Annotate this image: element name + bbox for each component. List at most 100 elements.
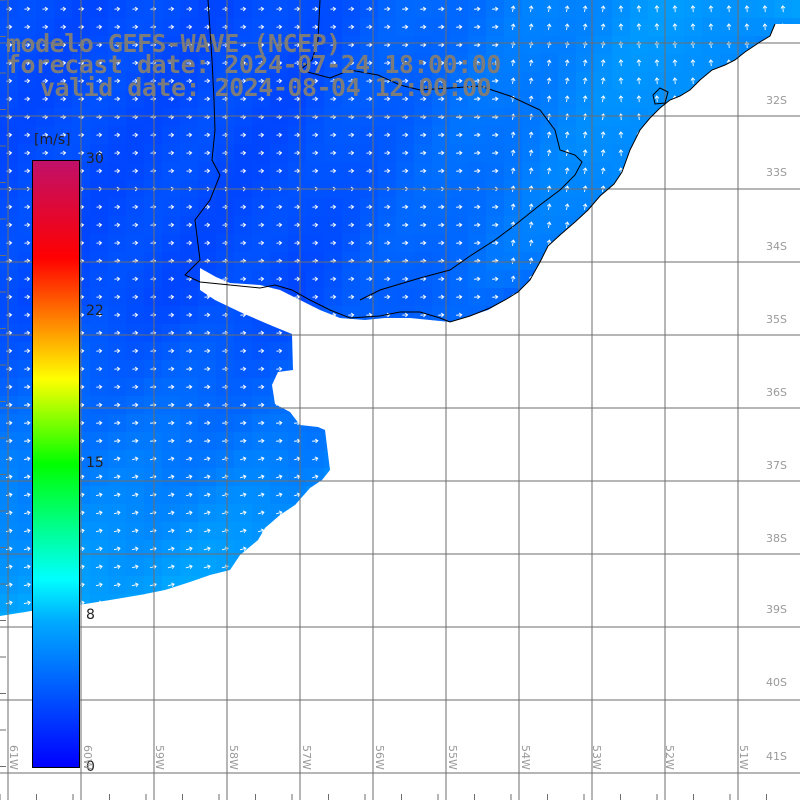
speed-cell bbox=[666, 576, 685, 595]
speed-cell bbox=[720, 720, 739, 739]
speed-cell bbox=[594, 594, 613, 613]
wind-arrow bbox=[437, 564, 446, 569]
wind-arrow bbox=[689, 510, 698, 515]
wind-arrow bbox=[455, 726, 463, 732]
wind-arrow bbox=[688, 654, 698, 661]
speed-cell bbox=[666, 486, 685, 505]
speed-cell bbox=[756, 432, 775, 451]
speed-cell bbox=[648, 612, 667, 616]
wind-arrow bbox=[383, 618, 391, 624]
speed-cell bbox=[396, 360, 415, 379]
speed-cell bbox=[432, 378, 451, 397]
wind-arrow bbox=[672, 113, 678, 121]
speed-cell bbox=[378, 594, 397, 613]
speed-cell bbox=[702, 648, 721, 667]
speed-cell bbox=[702, 360, 721, 379]
lat-label: 35S bbox=[766, 313, 787, 326]
speed-cell bbox=[612, 792, 631, 800]
wind-arrow bbox=[634, 582, 644, 587]
speed-cell bbox=[234, 702, 253, 721]
speed-cell bbox=[720, 108, 739, 127]
wind-arrow bbox=[636, 203, 642, 211]
wind-arrow bbox=[690, 293, 696, 301]
wind-arrow bbox=[419, 744, 427, 750]
wind-arrow bbox=[600, 275, 606, 283]
wind-arrow bbox=[636, 239, 642, 247]
wind-arrow bbox=[707, 312, 715, 318]
speed-cell bbox=[774, 702, 793, 721]
speed-cell bbox=[324, 504, 343, 523]
speed-cell bbox=[378, 720, 397, 739]
wind-arrow bbox=[599, 492, 608, 497]
wind-arrow bbox=[275, 528, 283, 534]
speed-cell bbox=[360, 522, 379, 541]
wind-arrow bbox=[706, 761, 717, 768]
speed-cell bbox=[720, 432, 739, 451]
wind-arrow bbox=[653, 312, 661, 318]
wind-arrow bbox=[167, 690, 174, 696]
wind-arrow bbox=[707, 474, 716, 479]
speed-cell bbox=[486, 504, 505, 523]
wind-arrow bbox=[724, 510, 734, 515]
wind-arrow bbox=[491, 438, 499, 444]
speed-cell bbox=[684, 648, 703, 667]
speed-cell bbox=[234, 594, 253, 613]
speed-cell bbox=[702, 702, 721, 721]
wind-arrow bbox=[689, 402, 698, 408]
wind-arrow bbox=[672, 149, 678, 157]
wind-arrow bbox=[618, 348, 625, 354]
speed-cell bbox=[756, 702, 775, 721]
speed-cell bbox=[702, 774, 721, 793]
wind-arrow bbox=[617, 492, 626, 497]
speed-cell bbox=[666, 306, 685, 325]
wind-arrow bbox=[688, 761, 699, 768]
wind-arrow bbox=[455, 546, 464, 551]
wind-arrow bbox=[365, 510, 373, 515]
wind-arrow bbox=[544, 780, 553, 786]
wind-arrow bbox=[779, 438, 788, 444]
speed-cell bbox=[486, 558, 505, 577]
speed-cell bbox=[684, 522, 703, 541]
wind-arrow bbox=[365, 654, 373, 660]
wind-arrow bbox=[366, 402, 373, 408]
speed-cell bbox=[252, 306, 271, 325]
speed-cell bbox=[738, 234, 757, 253]
speed-cell bbox=[720, 738, 739, 757]
speed-cell bbox=[162, 792, 181, 800]
speed-cell bbox=[36, 774, 55, 793]
speed-cell bbox=[504, 792, 523, 800]
wind-arrow bbox=[239, 726, 247, 732]
speed-cell bbox=[684, 216, 703, 235]
speed-cell bbox=[396, 594, 415, 613]
wind-arrow bbox=[167, 762, 175, 768]
wind-arrow bbox=[95, 636, 102, 641]
wind-arrow bbox=[581, 492, 590, 497]
wind-arrow bbox=[688, 690, 698, 697]
speed-cell bbox=[558, 774, 577, 793]
speed-cell bbox=[360, 612, 379, 616]
speed-cell bbox=[126, 774, 145, 793]
speed-cell bbox=[702, 126, 721, 145]
speed-cell bbox=[414, 792, 433, 800]
speed-cell bbox=[234, 612, 253, 616]
speed-cell bbox=[648, 432, 667, 451]
speed-cell bbox=[702, 198, 721, 217]
wind-arrow bbox=[473, 546, 482, 551]
wind-arrow bbox=[239, 780, 247, 786]
colorbar-unit: [m/s] bbox=[34, 132, 71, 148]
wind-arrow bbox=[401, 528, 409, 533]
wind-arrow bbox=[113, 618, 120, 623]
wind-arrow bbox=[401, 402, 409, 408]
wind-arrow bbox=[670, 672, 680, 679]
wind-arrow bbox=[401, 690, 409, 696]
wind-arrow bbox=[546, 257, 552, 264]
wind-arrow bbox=[544, 762, 553, 768]
speed-cell bbox=[702, 252, 721, 271]
speed-cell bbox=[540, 702, 559, 721]
speed-cell bbox=[558, 234, 577, 253]
wind-arrow bbox=[149, 708, 157, 714]
speed-cell bbox=[666, 630, 685, 649]
wind-arrow bbox=[690, 203, 696, 211]
wind-arrow bbox=[401, 438, 409, 444]
speed-cell bbox=[504, 396, 523, 415]
